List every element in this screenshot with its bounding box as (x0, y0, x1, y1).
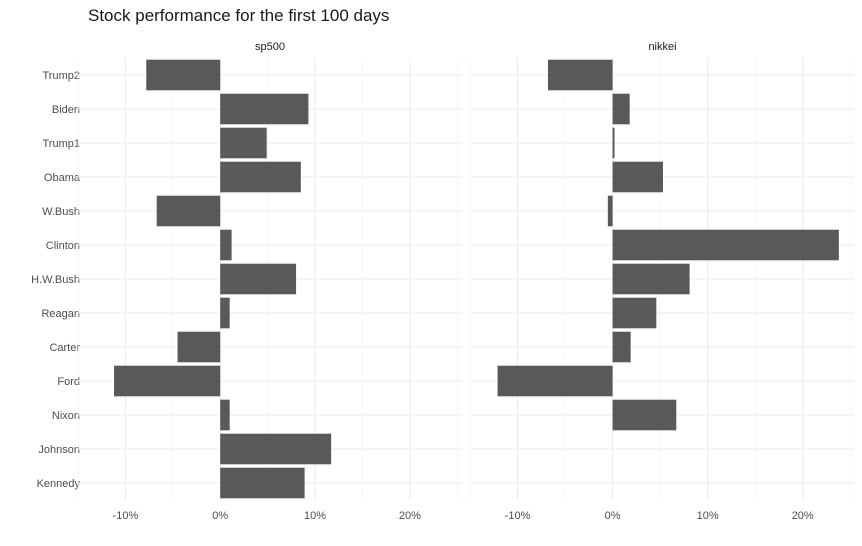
bar (612, 399, 677, 431)
bar (177, 331, 221, 363)
x-tick-label: -10% (113, 510, 139, 522)
category-label: Biden (52, 104, 80, 116)
bar (607, 195, 613, 227)
category-label: Kennedy (37, 478, 81, 490)
bar (612, 263, 690, 295)
category-label: Clinton (46, 240, 80, 252)
chart-title: Stock performance for the first 100 days (88, 6, 390, 25)
bar (146, 59, 221, 91)
category-label: W.Bush (42, 206, 80, 218)
x-tick-label: 20% (399, 510, 421, 522)
bar (612, 297, 657, 329)
x-tick-label: 10% (304, 510, 326, 522)
category-label: Nixon (52, 410, 80, 422)
x-tick-label: 10% (697, 510, 719, 522)
bar (220, 263, 297, 295)
bar (612, 127, 615, 159)
bar (114, 365, 221, 397)
category-label: Trump1 (43, 138, 81, 150)
bar (220, 297, 230, 329)
bar (220, 127, 267, 159)
bar (220, 161, 301, 193)
bar (612, 331, 631, 363)
bar (612, 229, 839, 261)
bar (220, 433, 332, 465)
bar (156, 195, 221, 227)
x-tick-label: 0% (212, 510, 228, 522)
bar (612, 93, 630, 125)
category-label: Ford (57, 376, 80, 388)
bar (497, 365, 613, 397)
category-label: Reagan (41, 308, 80, 320)
bar (220, 93, 309, 125)
category-label: Trump2 (43, 70, 81, 82)
facet-label: sp500 (255, 41, 285, 53)
bar (612, 161, 663, 193)
category-label: Carter (49, 342, 80, 354)
category-label: Johnson (38, 444, 80, 456)
x-tick-label: -10% (505, 510, 531, 522)
bar (547, 59, 613, 91)
bar (220, 399, 230, 431)
category-label: H.W.Bush (31, 274, 80, 286)
bar (220, 467, 305, 499)
category-label: Obama (44, 172, 81, 184)
bar (220, 229, 232, 261)
x-tick-label: 0% (605, 510, 621, 522)
x-tick-label: 20% (792, 510, 814, 522)
facet-label: nikkei (648, 41, 676, 53)
